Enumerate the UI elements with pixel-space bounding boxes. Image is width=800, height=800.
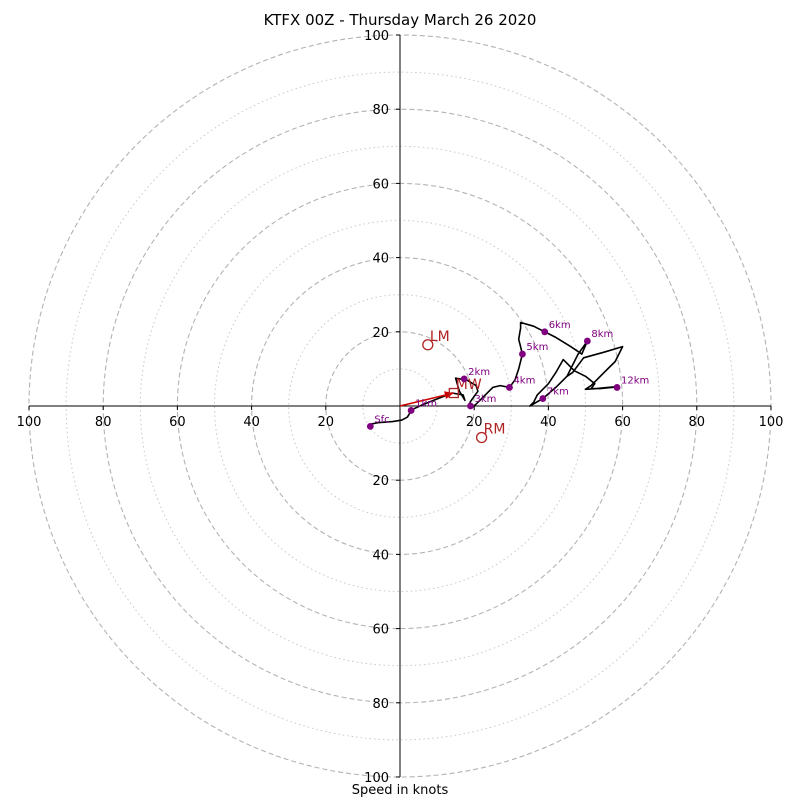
level-marker-4km bbox=[506, 384, 513, 391]
y-tick-label-down-40: 40 bbox=[372, 548, 389, 563]
level-marker-7km bbox=[539, 395, 547, 402]
y-tick-label-down-60: 60 bbox=[372, 623, 389, 638]
level-label-sfc: Sfc bbox=[374, 414, 389, 425]
x-axis-label: Speed in knots bbox=[351, 783, 449, 798]
level-marker-6km bbox=[541, 328, 549, 336]
level-marker-2km bbox=[460, 375, 468, 383]
level-label-6km: 6km bbox=[549, 320, 571, 331]
mean-wind-arrow-shaft bbox=[399, 392, 454, 407]
level-marker-8km bbox=[583, 337, 591, 345]
x-tick-label-left-80: 80 bbox=[95, 415, 112, 430]
level-marker-3km bbox=[467, 402, 474, 410]
mw-marker bbox=[448, 387, 459, 399]
x-tick-label-left-20: 20 bbox=[318, 415, 335, 430]
level-marker-5km bbox=[519, 350, 526, 358]
x-tick-label-left-100: 100 bbox=[17, 415, 42, 430]
x-tick-label-left-40: 40 bbox=[243, 415, 260, 430]
mw-label: MW bbox=[456, 377, 482, 393]
y-tick-label-down-80: 80 bbox=[372, 697, 389, 712]
rm-marker bbox=[475, 431, 488, 444]
lm-marker bbox=[422, 339, 434, 351]
x-tick-label-right-60: 60 bbox=[614, 415, 631, 430]
y-tick-label-down-20: 20 bbox=[372, 474, 389, 489]
level-label-1km: 1km bbox=[415, 398, 437, 409]
level-marker-1km bbox=[407, 407, 415, 414]
y-tick-label-up-60: 60 bbox=[372, 177, 389, 192]
level-label-5km: 5km bbox=[526, 342, 548, 353]
lm-label: LM bbox=[430, 329, 450, 345]
chart-title: KTFX 00Z - Thursday March 26 2020 bbox=[263, 11, 537, 29]
y-tick-label-up-40: 40 bbox=[372, 252, 389, 267]
level-label-12km: 12km bbox=[621, 375, 649, 386]
x-tick-label-left-60: 60 bbox=[169, 415, 186, 430]
y-tick-label-up-80: 80 bbox=[372, 103, 389, 118]
storm-motion-markers: LM RM MW bbox=[399, 329, 506, 444]
level-marker-sfc bbox=[366, 423, 374, 430]
y-tick-label-up-20: 20 bbox=[372, 326, 389, 341]
level-label-4km: 4km bbox=[513, 375, 535, 386]
level-label-7km: 7km bbox=[547, 387, 569, 398]
y-tick-label-up-100: 100 bbox=[364, 29, 389, 44]
level-label-2km: 2km bbox=[468, 367, 490, 378]
level-label-3km: 3km bbox=[474, 394, 496, 405]
x-tick-label-right-20: 20 bbox=[466, 415, 483, 430]
x-tick-label-right-80: 80 bbox=[689, 415, 706, 430]
tick-labels: 20 20 20 20 40 40 40 40 60 60 60 60 80 80 80 80 100 100 10… bbox=[17, 29, 784, 786]
level-marker-12km bbox=[613, 384, 621, 391]
y-tick-label-down-100: 100 bbox=[364, 771, 389, 786]
rm-label: RM bbox=[484, 422, 506, 438]
level-label-8km: 8km bbox=[591, 329, 613, 340]
x-tick-label-right-100: 100 bbox=[759, 415, 784, 430]
hodograph-trace-line bbox=[368, 321, 624, 426]
wind-trace bbox=[368, 321, 624, 426]
x-tick-label-right-40: 40 bbox=[540, 415, 557, 430]
